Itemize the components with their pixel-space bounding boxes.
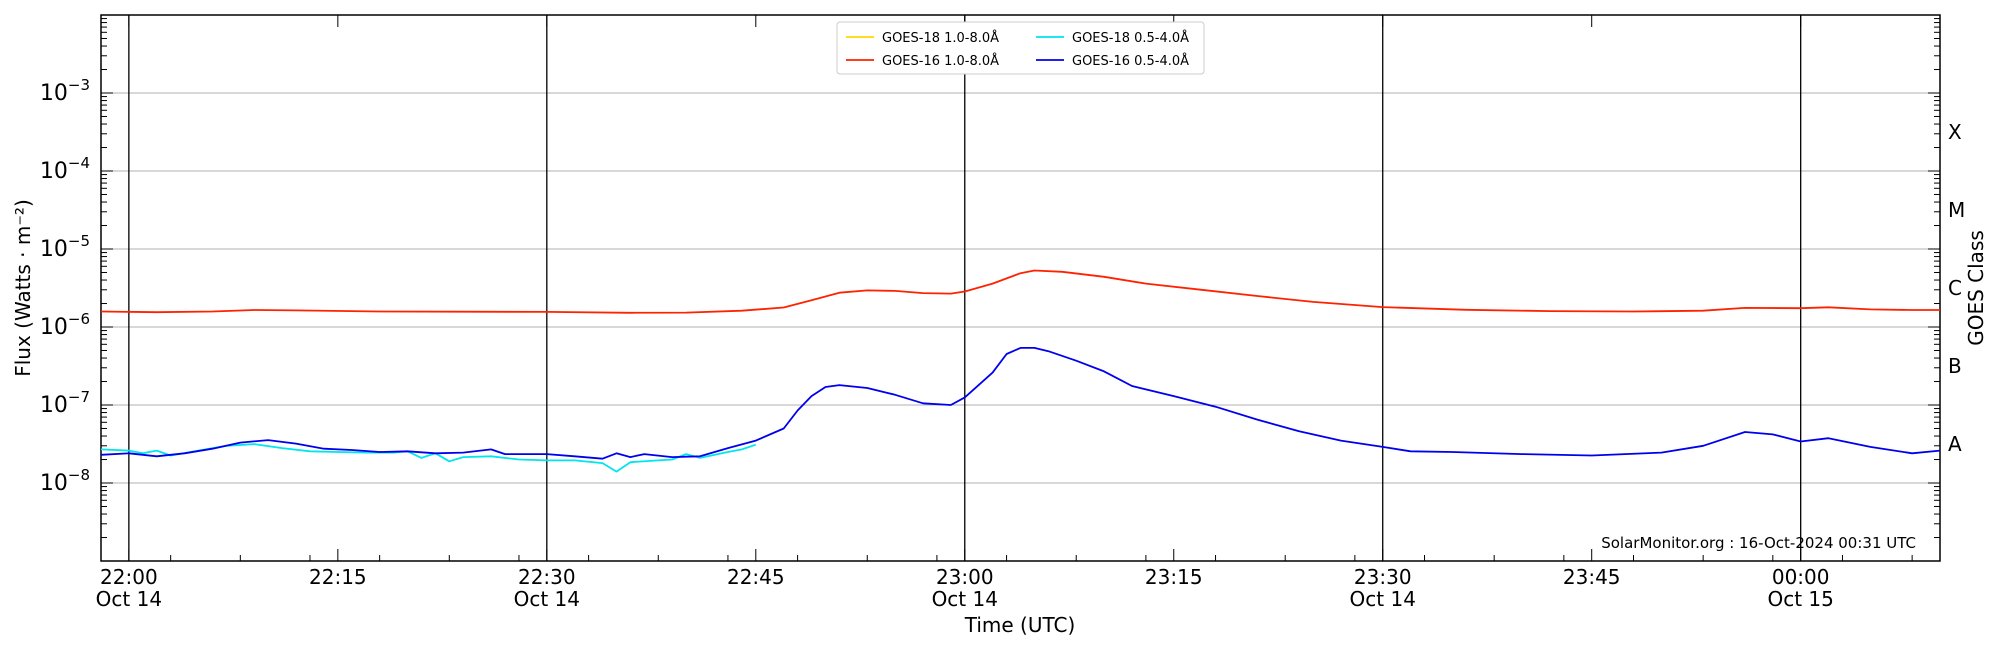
y-tick-label: 10−6 <box>40 310 90 340</box>
right-axis-title: GOES Class <box>1964 230 1988 346</box>
goes-class-label: B <box>1948 354 1962 378</box>
x-tick-label-time: 23:15 <box>1145 565 1203 589</box>
x-tick-label-time: 22:45 <box>727 565 785 589</box>
y-tick-base: 10 <box>40 393 68 418</box>
series-line <box>100 443 757 473</box>
x-axis-title: Time (UTC) <box>964 613 1076 637</box>
y-tick-base: 10 <box>40 237 68 262</box>
x-tick-label-date: Oct 15 <box>1767 587 1833 611</box>
x-tick-label-date: Oct 14 <box>514 587 580 611</box>
legend-label: GOES-16 1.0-8.0Å <box>882 53 999 69</box>
y-tick-exponent: −4 <box>68 154 90 172</box>
y-tick-label: 10−4 <box>40 154 90 184</box>
vertical-lines <box>128 15 1802 561</box>
legend-label: GOES-16 0.5-4.0Å <box>1072 53 1189 69</box>
x-tick-label-time: 22:30 <box>518 565 576 589</box>
goes-class-label: X <box>1948 120 1962 144</box>
y-tick-label: 10−8 <box>40 466 90 496</box>
y-axis-title: Flux (Watts · m⁻²) <box>11 199 35 377</box>
plot-frame <box>100 14 1941 562</box>
series-line <box>100 347 1941 460</box>
y-tick-base: 10 <box>40 159 68 184</box>
x-tick-label-time: 23:45 <box>1563 565 1621 589</box>
y-tick-base: 10 <box>40 81 68 106</box>
y-tick-exponent: −7 <box>68 388 90 406</box>
series-line <box>100 269 1940 314</box>
goes-class-label: A <box>1948 432 1962 456</box>
legend-box <box>836 21 1205 75</box>
x-tick-label-date: Oct 14 <box>932 587 998 611</box>
y-tick-exponent: −3 <box>68 76 90 94</box>
x-tick-label-time: 00:00 <box>1772 565 1830 589</box>
series-layer <box>100 269 1941 473</box>
legend: GOES-18 1.0-8.0Å GOES-16 1.0-8.0Å GOES-18 … <box>836 21 1205 75</box>
y-tick-label: 10−7 <box>40 388 90 418</box>
legend-label: GOES-18 1.0-8.0Å <box>882 30 999 46</box>
x-tick-label-date: Oct 14 <box>1350 587 1416 611</box>
y-tick-exponent: −8 <box>68 466 90 484</box>
x-tick-label-time: 22:15 <box>309 565 367 589</box>
y-tick-exponent: −6 <box>68 310 90 328</box>
goes-class-label: C <box>1948 276 1962 300</box>
goes-class-label: M <box>1948 198 1965 222</box>
legend-label: GOES-18 0.5-4.0Å <box>1072 30 1189 46</box>
y-tick-label: 10−5 <box>40 232 90 262</box>
x-tick-label-time: 23:30 <box>1354 565 1412 589</box>
grid-layer <box>101 92 1940 484</box>
y-tick-base: 10 <box>40 315 68 340</box>
source-annotation: SolarMonitor.org : 16-Oct-2024 00:31 UTC <box>1601 534 1916 552</box>
x-tick-label-time: 22:00 <box>100 565 158 589</box>
x-tick-label-time: 23:00 <box>936 565 994 589</box>
y-tick-label: 10−3 <box>40 76 90 106</box>
y-tick-base: 10 <box>40 471 68 496</box>
y-tick-exponent: −5 <box>68 232 90 250</box>
x-tick-label-date: Oct 14 <box>96 587 162 611</box>
